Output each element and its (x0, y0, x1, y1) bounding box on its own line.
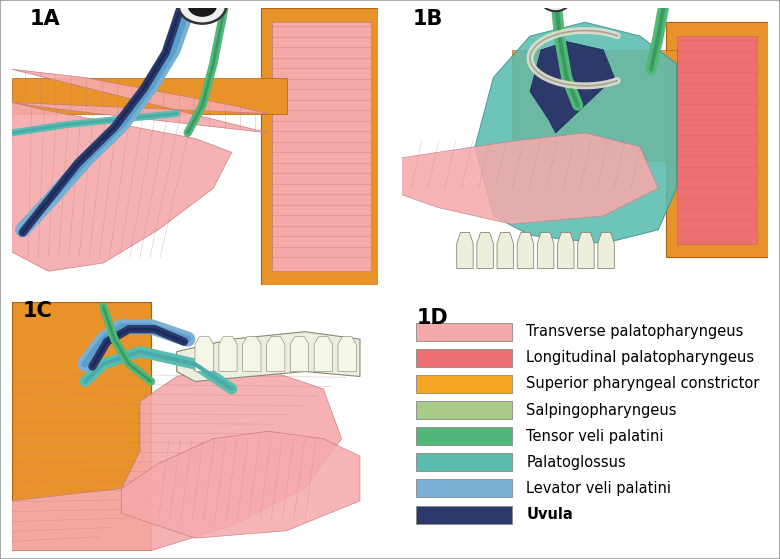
Polygon shape (12, 78, 287, 113)
Text: Levator veli palatini: Levator veli palatini (526, 481, 672, 496)
Polygon shape (537, 233, 554, 268)
Polygon shape (243, 337, 261, 372)
Circle shape (179, 0, 226, 23)
Polygon shape (384, 133, 658, 224)
Text: 1D: 1D (417, 308, 448, 328)
Polygon shape (122, 431, 360, 538)
Text: Uvula: Uvula (526, 507, 573, 522)
Polygon shape (12, 364, 342, 551)
Polygon shape (597, 233, 615, 268)
Polygon shape (195, 337, 214, 372)
Bar (417, 505, 512, 523)
Polygon shape (12, 69, 268, 133)
Polygon shape (267, 337, 285, 372)
Bar (417, 349, 512, 367)
Polygon shape (665, 22, 768, 257)
Bar (417, 401, 512, 419)
Bar (417, 375, 512, 393)
Polygon shape (12, 302, 151, 551)
Polygon shape (219, 337, 237, 372)
Circle shape (541, 0, 570, 11)
Polygon shape (261, 8, 378, 285)
Text: 1A: 1A (30, 9, 61, 29)
Bar (417, 427, 512, 445)
Polygon shape (475, 22, 676, 244)
Text: 1B: 1B (413, 9, 443, 29)
Polygon shape (338, 337, 356, 372)
Bar (417, 480, 512, 498)
Text: Superior pharyngeal constrictor: Superior pharyngeal constrictor (526, 376, 760, 391)
Polygon shape (517, 233, 534, 268)
Text: Transverse palatopharyngeus: Transverse palatopharyngeus (526, 324, 743, 339)
Polygon shape (12, 102, 232, 271)
Text: Tensor veli palatini: Tensor veli palatini (526, 429, 664, 444)
Polygon shape (530, 41, 615, 133)
Polygon shape (272, 22, 371, 271)
Polygon shape (477, 233, 493, 268)
Polygon shape (497, 233, 513, 268)
Polygon shape (512, 50, 676, 160)
Circle shape (189, 0, 216, 16)
Polygon shape (314, 337, 332, 372)
Bar (417, 323, 512, 340)
Polygon shape (176, 331, 360, 381)
Polygon shape (578, 233, 594, 268)
Polygon shape (290, 337, 309, 372)
Polygon shape (676, 36, 757, 244)
Circle shape (548, 0, 564, 6)
Text: 1C: 1C (23, 301, 52, 321)
Text: Longitudinal palatopharyngeus: Longitudinal palatopharyngeus (526, 350, 754, 366)
Polygon shape (457, 233, 473, 268)
Polygon shape (558, 233, 574, 268)
Bar (417, 453, 512, 471)
Text: Palatoglossus: Palatoglossus (526, 455, 626, 470)
Text: Salpingopharyngeus: Salpingopharyngeus (526, 402, 677, 418)
